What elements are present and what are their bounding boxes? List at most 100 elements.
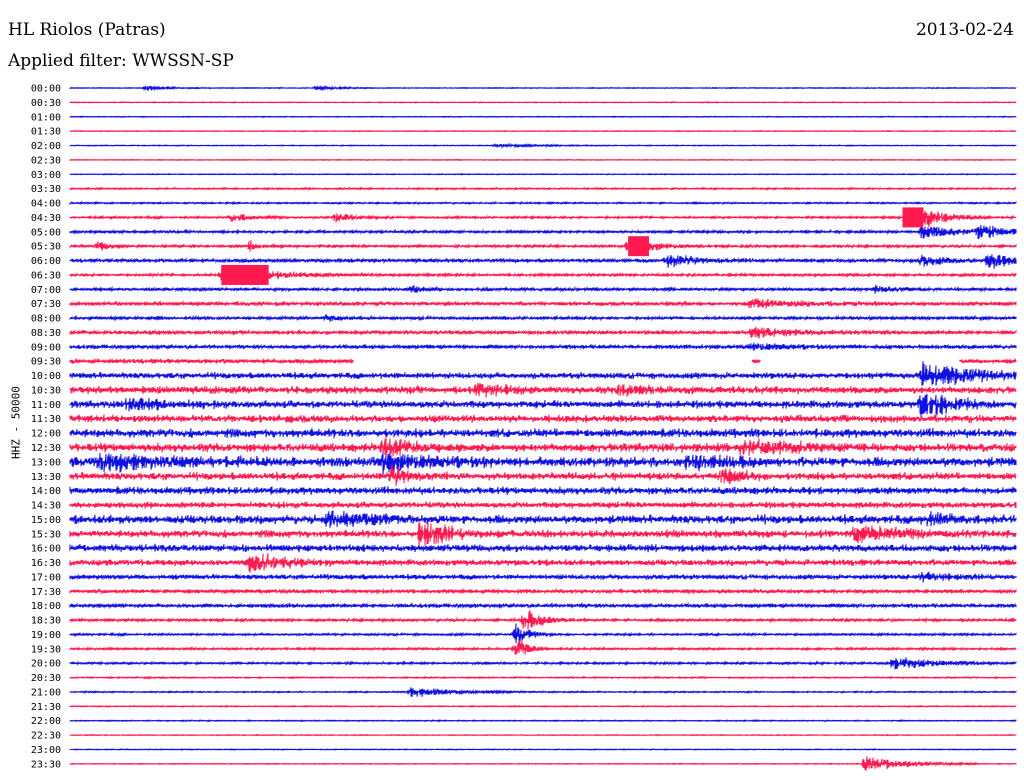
trace-line [69, 428, 1017, 439]
time-tick-label: 15:30 [31, 529, 61, 540]
time-tick-label: 03:00 [31, 170, 61, 181]
time-tick-label: 23:00 [31, 745, 61, 756]
clipped-signal-block [902, 207, 924, 228]
trace-line [69, 172, 1017, 176]
time-tick-label: 04:00 [31, 199, 61, 210]
trace-line [69, 601, 1017, 610]
trace-line [69, 326, 1017, 339]
record-date: 2013-02-24 [915, 20, 1014, 40]
time-tick-label: 03:30 [31, 184, 61, 195]
time-tick-label: 20:30 [31, 673, 61, 684]
trace-line [69, 704, 1017, 709]
trace-line [69, 393, 1017, 418]
time-tick-label: 16:00 [31, 544, 61, 555]
time-tick-label: 09:00 [31, 342, 61, 353]
time-tick-label: 18:00 [31, 601, 61, 612]
time-tick-label: 08:00 [31, 314, 61, 325]
time-tick-label: 15:00 [31, 515, 61, 526]
time-tick-label: 12:30 [31, 443, 61, 454]
trace-line [69, 675, 1017, 680]
trace-line [69, 357, 1017, 365]
time-tick-label: 16:30 [31, 558, 61, 569]
time-tick-label: 17:00 [31, 572, 61, 583]
trace-line [69, 254, 1017, 269]
trace-line [69, 464, 1017, 486]
station-title: HL Riolos (Patras) [8, 20, 166, 40]
time-tick-label: 04:30 [31, 213, 61, 224]
trace-line [69, 640, 1017, 655]
time-tick-label: 02:00 [31, 141, 61, 152]
trace-line [69, 452, 1017, 475]
trace-line [69, 265, 1017, 285]
time-tick-label: 13:00 [31, 457, 61, 468]
trace-line [69, 733, 1017, 737]
trace-line [69, 342, 1017, 351]
trace-line [69, 84, 1017, 92]
trace-line [69, 521, 1017, 547]
trace-line [69, 501, 1017, 509]
trace-line [69, 756, 1017, 771]
time-tick-label: 11:00 [31, 400, 61, 411]
time-tick-label: 05:30 [31, 242, 61, 253]
trace-line [69, 610, 1017, 630]
trace-line [69, 208, 1017, 227]
trace-line [69, 237, 1017, 253]
trace-line [69, 298, 1017, 309]
time-tick-label: 22:30 [31, 731, 61, 742]
time-tick-label: 14:00 [31, 486, 61, 497]
time-tick-label: 06:00 [31, 256, 61, 267]
time-tick-label: 08:30 [31, 328, 61, 339]
trace-line [69, 543, 1017, 553]
trace-line [69, 623, 1017, 644]
trace-line [69, 186, 1017, 192]
time-tick-label: 10:00 [31, 371, 61, 382]
time-tick-label: 18:30 [31, 616, 61, 627]
filter-label: Applied filter: WWSSN-SP [8, 51, 234, 71]
time-tick-label: 12:00 [31, 429, 61, 440]
time-tick-label: 19:00 [31, 630, 61, 641]
time-tick-label: 10:30 [31, 385, 61, 396]
trace-line [69, 101, 1017, 104]
trace-line [69, 657, 1017, 670]
trace-line [69, 748, 1017, 751]
clipped-signal-block [221, 264, 269, 285]
trace-line [69, 313, 1017, 322]
trace-line [69, 718, 1017, 723]
clipped-signal-block [628, 236, 649, 257]
trace-line [69, 200, 1017, 206]
trace-line [69, 361, 1017, 386]
trace-line [69, 224, 1017, 240]
time-tick-label: 00:00 [31, 84, 61, 95]
time-tick-label: 07:30 [31, 299, 61, 310]
trace-line [69, 510, 1017, 528]
time-tick-label: 19:30 [31, 644, 61, 655]
time-tick-label: 06:30 [31, 270, 61, 281]
time-tick-label: 01:00 [31, 112, 61, 123]
trace-line [69, 587, 1017, 596]
time-tick-label: 11:30 [31, 414, 61, 425]
time-tick-label: 05:00 [31, 227, 61, 238]
trace-line [69, 486, 1017, 495]
trace-line [69, 414, 1017, 424]
time-tick-label: 14:30 [31, 501, 61, 512]
time-tick-label: 09:30 [31, 357, 61, 368]
trace-line [69, 284, 1017, 294]
trace-line [69, 687, 1017, 697]
trace-line [69, 115, 1017, 119]
trace-line [69, 129, 1017, 133]
trace-line [69, 553, 1017, 573]
time-tick-label: 21:00 [31, 687, 61, 698]
time-tick-label: 13:30 [31, 472, 61, 483]
trace-line [69, 158, 1017, 162]
trace-line [69, 571, 1017, 583]
time-tick-label: 23:30 [31, 759, 61, 770]
time-tick-label: 02:30 [31, 155, 61, 166]
time-tick-label: 00:30 [31, 98, 61, 109]
trace-line [69, 437, 1017, 457]
trace-line [69, 382, 1017, 398]
time-tick-label: 20:00 [31, 659, 61, 670]
time-tick-label: 17:30 [31, 587, 61, 598]
time-tick-label: 22:00 [31, 716, 61, 727]
time-tick-label: 21:30 [31, 702, 61, 713]
time-tick-label: 07:00 [31, 285, 61, 296]
